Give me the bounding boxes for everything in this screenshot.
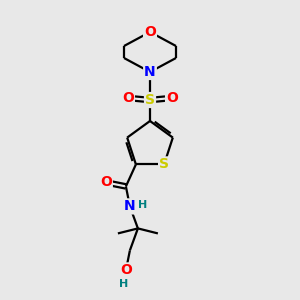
- Text: H: H: [119, 279, 128, 290]
- Text: H: H: [138, 200, 148, 210]
- Text: O: O: [166, 91, 178, 105]
- Text: O: O: [122, 91, 134, 105]
- Text: S: S: [159, 158, 169, 171]
- Text: N: N: [124, 200, 136, 213]
- Text: S: S: [145, 93, 155, 107]
- Text: O: O: [120, 263, 132, 278]
- Text: O: O: [100, 176, 112, 189]
- Text: N: N: [144, 65, 156, 79]
- Text: O: O: [144, 25, 156, 39]
